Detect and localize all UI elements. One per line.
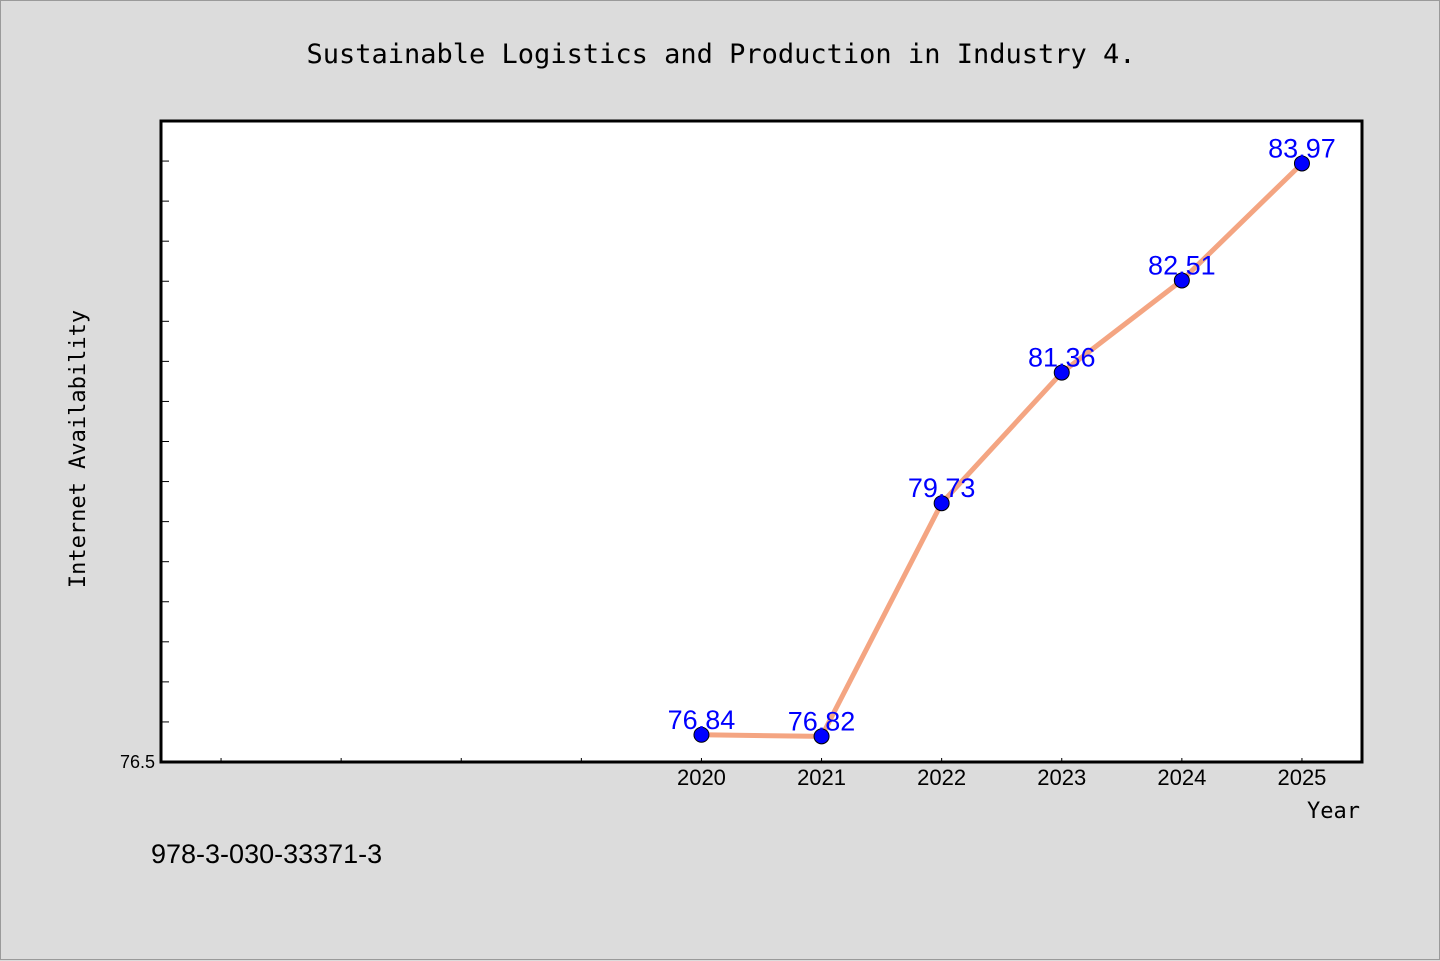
- data-label: 81.36: [1028, 343, 1096, 373]
- data-point: [813, 728, 830, 745]
- label-layer: 76.84 76.82 79.73 81.36 82.51 83.97: [668, 133, 1336, 736]
- data-label: 82.51: [1148, 250, 1216, 280]
- x-tick-label: 2023: [1037, 765, 1086, 790]
- marker-layer: [693, 155, 1310, 745]
- x-tick-label: 2021: [797, 765, 846, 790]
- data-point: [1293, 155, 1310, 172]
- y-tick-label: 76.5: [120, 752, 155, 772]
- data-point: [1173, 272, 1190, 289]
- data-point: [1053, 364, 1070, 381]
- series-line: [699, 161, 1305, 739]
- x-tick-label: 2025: [1277, 765, 1326, 790]
- data-label: 76.82: [788, 706, 856, 736]
- data-label: 76.84: [668, 705, 736, 735]
- x-axis-label: Year: [1307, 799, 1360, 824]
- y-axis-label: Internet Availability: [66, 310, 91, 588]
- data-point: [933, 495, 950, 512]
- x-tick-label: 2024: [1157, 765, 1206, 790]
- plot-area: [159, 119, 1364, 764]
- x-tick-label: 2022: [917, 765, 966, 790]
- ticks-layer: 76.5 2020 2021 2022 2023 2024 2025: [120, 120, 1326, 790]
- x-tick-label: 2020: [677, 765, 726, 790]
- data-label: 79.73: [908, 473, 976, 503]
- data-label: 83.97: [1268, 133, 1336, 163]
- chart-title: Sustainable Logistics and Production in …: [306, 39, 1135, 70]
- data-point: [693, 726, 710, 743]
- footer-isbn: 978-3-030-33371-3: [151, 839, 382, 869]
- line-layer: [699, 161, 1305, 739]
